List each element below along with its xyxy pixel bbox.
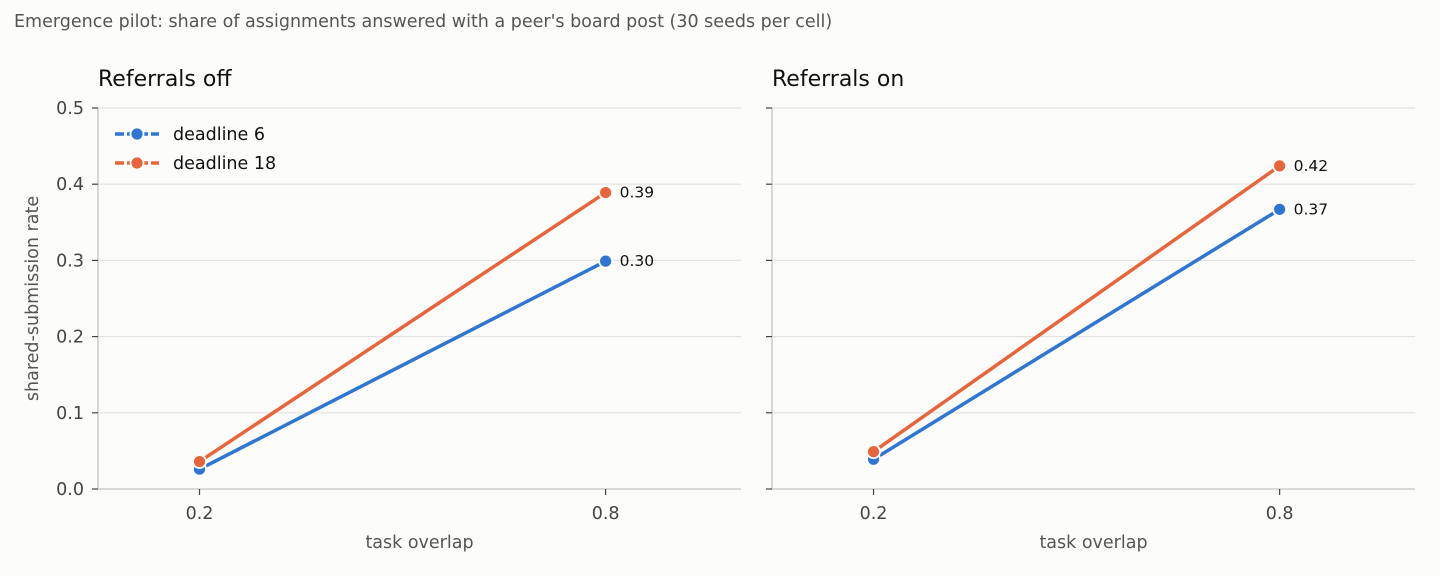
y-tick-label: 0.3 bbox=[56, 251, 84, 271]
x-tick-label: 0.2 bbox=[186, 504, 214, 524]
legend-label: deadline 18 bbox=[173, 154, 276, 174]
legend-marker bbox=[129, 126, 145, 142]
y-tick-label: 0.1 bbox=[56, 404, 84, 424]
data-point bbox=[1272, 158, 1288, 174]
y-tick-label: 0.0 bbox=[56, 480, 84, 500]
data-point bbox=[598, 185, 614, 200]
y-tick-label: 0.5 bbox=[56, 99, 84, 119]
data-point bbox=[1272, 201, 1288, 217]
y-axis-label: shared-submission rate bbox=[23, 196, 43, 401]
series-line-deadline-6 bbox=[871, 207, 1282, 462]
legend-marker bbox=[129, 155, 145, 171]
figure-suptitle: Emergence pilot: share of assignments an… bbox=[14, 12, 832, 32]
panel-1: 0.0 0.1 0.2 0.3 0.4 0.5 0.2 0.8 Referrals off tas… bbox=[23, 67, 741, 553]
x-axis-label: task overlap bbox=[1039, 533, 1147, 553]
series-line-deadline-18 bbox=[871, 164, 1282, 454]
x-tick-label: 0.8 bbox=[1266, 504, 1294, 524]
data-point bbox=[866, 444, 881, 460]
data-label: 0.42 bbox=[1294, 157, 1329, 175]
data-label: 0.30 bbox=[620, 252, 655, 270]
data-label: 0.39 bbox=[620, 184, 655, 202]
legend: deadline 6 deadline 18 bbox=[115, 125, 276, 174]
legend-label: deadline 6 bbox=[173, 125, 265, 145]
panel-2: 0.2 0.8 Referrals on task overlap 0.37 0.42 bbox=[766, 67, 1415, 553]
data-point bbox=[192, 454, 207, 469]
data-point bbox=[598, 253, 614, 269]
y-tick-label: 0.4 bbox=[56, 175, 84, 195]
panel-title: Referrals off bbox=[98, 67, 232, 92]
x-tick-label: 0.2 bbox=[860, 504, 888, 524]
x-axis-label: task overlap bbox=[365, 533, 473, 553]
data-label: 0.37 bbox=[1294, 200, 1329, 218]
series-line-deadline-6 bbox=[197, 259, 608, 471]
y-tick-label: 0.2 bbox=[56, 328, 84, 348]
series-line-deadline-18 bbox=[197, 190, 608, 464]
panel-title: Referrals on bbox=[772, 67, 904, 92]
x-tick-label: 0.8 bbox=[592, 504, 620, 524]
